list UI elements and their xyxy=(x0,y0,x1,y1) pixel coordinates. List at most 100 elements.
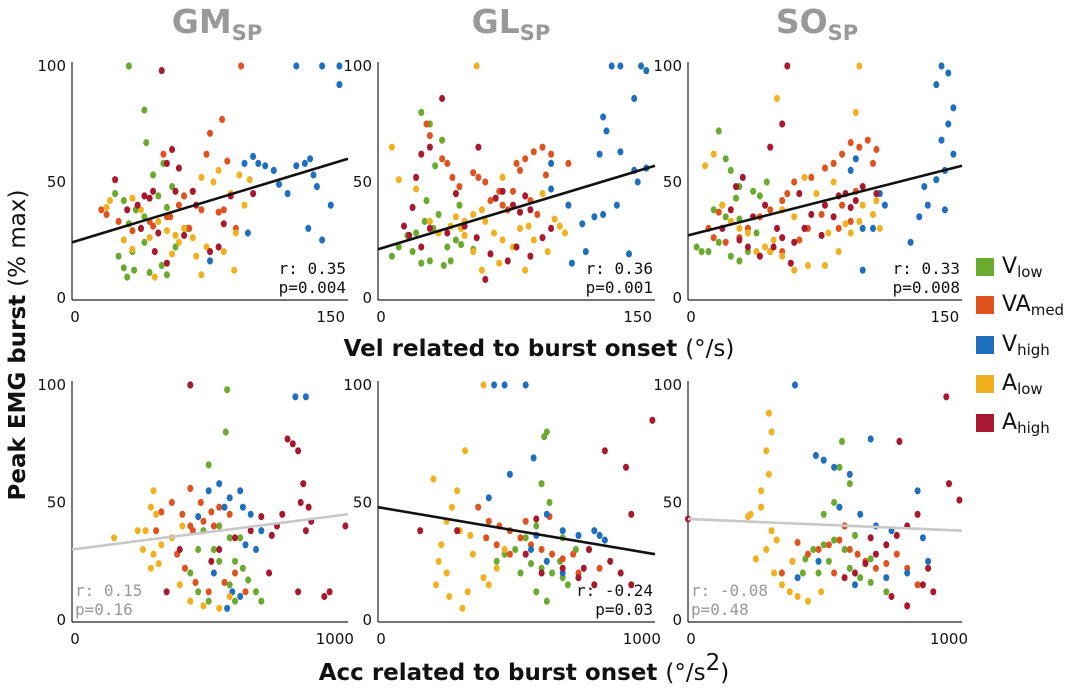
data-point-a-high xyxy=(475,143,482,151)
data-point-va-med xyxy=(548,150,555,158)
data-point-a-low xyxy=(778,581,785,589)
data-point-v-low xyxy=(232,597,238,605)
data-point-a-high xyxy=(151,248,158,256)
data-point-v-low xyxy=(163,271,170,279)
y-tick-label: 50 xyxy=(663,494,682,512)
x-tick-label: 0 xyxy=(686,630,696,648)
data-point-a-low xyxy=(525,222,532,230)
data-point-va-med xyxy=(103,210,110,219)
data-point-a-high xyxy=(774,224,780,232)
data-point-va-med xyxy=(210,522,217,530)
data-point-va-med xyxy=(796,236,803,244)
data-point-a-low xyxy=(478,266,485,274)
data-point-v-high xyxy=(284,190,291,198)
data-point-v-high xyxy=(945,120,952,128)
data-point-a-high xyxy=(862,560,869,568)
data-point-v-high xyxy=(847,166,854,174)
data-point-v-high xyxy=(941,206,948,214)
data-point-v-high xyxy=(933,176,940,184)
data-point-v-high xyxy=(292,393,299,401)
data-point-a-low xyxy=(467,531,474,540)
data-point-va-med xyxy=(822,164,828,172)
data-point-a-high xyxy=(426,143,433,151)
data-point-a-low xyxy=(551,215,558,223)
data-point-v-high xyxy=(501,381,508,389)
data-point-a-high xyxy=(649,416,656,424)
data-point-a-low xyxy=(480,381,487,389)
data-point-v-high xyxy=(239,503,246,511)
data-point-a-low xyxy=(835,248,842,256)
data-point-a-low xyxy=(818,588,825,596)
data-point-v-low xyxy=(753,229,760,237)
data-point-a-high xyxy=(150,187,157,195)
data-point-v-high xyxy=(262,162,269,170)
data-point-v-low xyxy=(836,463,843,471)
data-point-a-high xyxy=(517,208,523,216)
data-point-v-low xyxy=(528,560,534,568)
data-point-a-high xyxy=(418,243,425,251)
legend-label: Vhigh xyxy=(1002,331,1050,359)
data-point-v-low xyxy=(517,569,524,577)
data-point-a-high xyxy=(830,213,837,221)
data-point-a-high xyxy=(591,581,598,589)
data-point-v-high xyxy=(559,527,566,535)
data-point-va-med xyxy=(815,545,822,554)
data-point-v-high xyxy=(950,150,957,158)
data-point-v-high xyxy=(543,510,550,518)
data-point-a-low xyxy=(774,94,780,103)
data-point-v-high xyxy=(945,69,952,77)
data-point-a-low xyxy=(562,229,568,237)
data-point-a-high xyxy=(418,150,425,158)
data-point-a-low xyxy=(216,604,223,612)
data-point-v-low xyxy=(158,261,165,270)
data-point-a-low xyxy=(187,597,194,605)
data-point-va-med xyxy=(835,224,842,232)
data-point-a-high xyxy=(146,194,153,202)
data-point-a-low xyxy=(226,592,233,601)
data-point-a-low xyxy=(470,550,476,558)
x-tick-label: 150 xyxy=(623,308,652,326)
data-point-v-low xyxy=(727,252,734,260)
data-point-a-high xyxy=(628,581,635,589)
data-point-v-high xyxy=(319,236,326,244)
data-point-a-low xyxy=(200,602,207,610)
panel-gl-vel: 0 50 100 0 150 r: 0.36p=0.001 xyxy=(343,57,656,326)
data-point-a-low xyxy=(146,234,153,242)
data-point-va-med xyxy=(203,150,210,158)
data-point-v-low xyxy=(432,162,439,170)
data-point-va-med xyxy=(485,517,492,525)
stat-p: p=0.001 xyxy=(586,278,653,297)
data-point-v-low xyxy=(258,597,265,605)
data-point-v-high xyxy=(907,238,914,246)
data-point-a-high xyxy=(181,231,188,239)
data-point-v-high xyxy=(613,201,620,209)
x-tick-label: 0 xyxy=(70,308,80,326)
y-tick-label: 100 xyxy=(343,57,372,75)
data-point-a-low xyxy=(763,545,770,554)
data-point-a-high xyxy=(586,545,592,554)
data-point-a-high xyxy=(841,574,848,582)
data-point-v-high xyxy=(617,148,624,156)
data-point-va-med xyxy=(493,541,500,549)
data-point-v-high xyxy=(543,557,550,565)
data-point-v-high xyxy=(522,381,529,389)
data-point-va-med xyxy=(517,166,523,174)
data-point-v-low xyxy=(226,581,233,589)
data-point-a-high xyxy=(439,94,446,103)
data-point-v-high xyxy=(916,213,923,221)
y-tick-label: 100 xyxy=(37,376,66,394)
data-point-va-med xyxy=(870,159,876,167)
data-point-v-low xyxy=(831,536,838,544)
data-point-va-med xyxy=(168,498,175,507)
data-point-va-med xyxy=(487,197,494,205)
data-point-a-high xyxy=(914,510,921,518)
data-point-v-high xyxy=(250,152,257,161)
data-point-v-low xyxy=(205,597,212,605)
data-point-va-med xyxy=(483,534,490,542)
data-point-v-low xyxy=(216,522,223,530)
data-point-v-high xyxy=(603,127,610,135)
data-point-a-high xyxy=(208,557,215,565)
data-point-v-high xyxy=(301,159,308,167)
data-point-a-low xyxy=(773,536,780,544)
data-point-va-med xyxy=(794,538,801,547)
